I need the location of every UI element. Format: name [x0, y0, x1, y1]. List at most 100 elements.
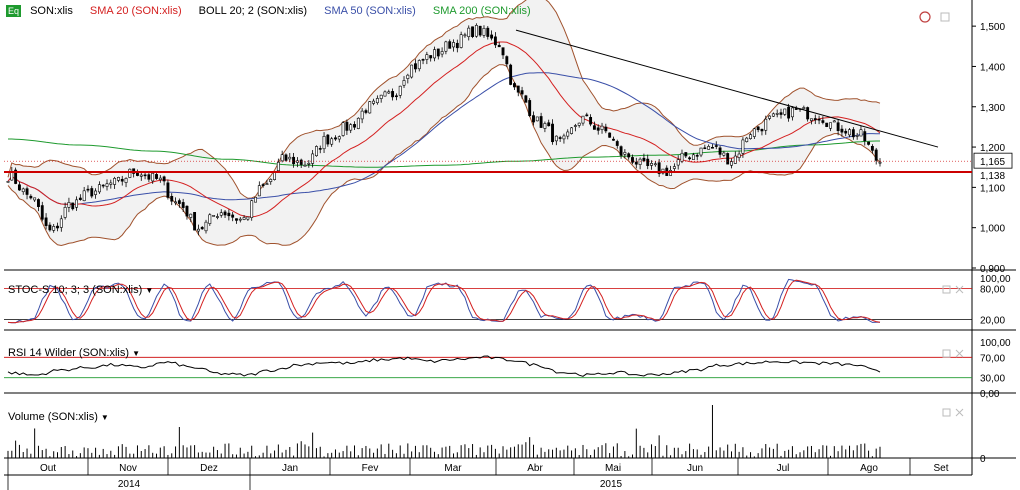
main-legend: Eq SON:xlis SMA 20 (SON:xlis) BOLL 20; 2… [6, 5, 531, 18]
candle-body [566, 131, 570, 137]
candle-body [585, 114, 589, 117]
month-label: Mai [605, 463, 621, 474]
candle-body [562, 135, 566, 140]
candle-body [813, 118, 817, 121]
candle-body [604, 126, 608, 132]
legend-sma50[interactable]: SMA 50 (SON:xlis) [324, 5, 416, 17]
candle-body [200, 227, 204, 230]
candle-body [779, 112, 783, 115]
volume-legend[interactable]: Volume (SON:xlis) ▼ [8, 411, 109, 423]
candle-body [25, 188, 29, 195]
candle-body [695, 154, 699, 157]
candle-body [299, 159, 303, 165]
candle-body [40, 205, 44, 220]
y-tick-label: 1,500 [980, 22, 1005, 33]
rsi-legend[interactable]: RSI 14 Wilder (SON:xlis) ▼ [8, 347, 140, 359]
candle-body [528, 100, 532, 116]
y-tick-label: 1,200 [980, 143, 1005, 154]
candle-body [482, 28, 486, 36]
candle-body [787, 106, 791, 119]
candle-body [101, 184, 105, 187]
candle-body [265, 183, 269, 185]
month-label: Out [40, 463, 56, 474]
candle-body [810, 118, 813, 121]
candle-body [235, 218, 238, 221]
candle-body [699, 147, 703, 156]
candle-body [524, 95, 528, 103]
candle-body [196, 228, 200, 232]
candle-body [558, 137, 562, 139]
candle-body [581, 115, 585, 124]
candle-body [532, 115, 535, 123]
dropdown-arrow-icon[interactable]: ▼ [132, 349, 141, 358]
candle-body [37, 199, 40, 207]
candle-body [745, 137, 749, 143]
candle-body [608, 132, 612, 138]
bollinger-lower-line [7, 64, 881, 247]
bollinger-upper-line [7, 0, 881, 199]
candle-body [429, 55, 433, 59]
candle-body [391, 91, 395, 98]
candle-body [547, 122, 551, 127]
candle-body [718, 147, 722, 155]
rsi-tick-label: 100,00 [980, 338, 1011, 349]
candle-body [177, 200, 181, 204]
year-label: 2015 [600, 479, 623, 490]
candle-body [634, 161, 638, 165]
legend-sma200[interactable]: SMA 200 (SON:xlis) [432, 5, 531, 17]
candle-body [94, 190, 98, 195]
candle-body [238, 218, 242, 221]
candle-body [783, 108, 787, 115]
maximize-icon [942, 349, 951, 358]
candle-body [14, 169, 18, 184]
sma200-line [8, 138, 880, 168]
candle-body [733, 155, 737, 164]
candle-body [848, 129, 851, 136]
dropdown-arrow-icon[interactable]: ▼ [100, 413, 109, 422]
candle-body [436, 48, 440, 57]
candle-body [284, 154, 288, 161]
candle-body [349, 124, 353, 131]
legend-sma20[interactable]: SMA 20 (SON:xlis) [89, 5, 182, 17]
last-price-label: 1,165 [980, 157, 1005, 168]
last-price-box [973, 152, 1013, 169]
candle-body [75, 199, 78, 208]
candle-body [158, 177, 162, 181]
candle-body [589, 116, 593, 125]
candle-body [691, 154, 695, 160]
candle-body [334, 137, 337, 140]
candle-body [619, 146, 623, 156]
month-label: Nov [119, 463, 137, 474]
y-tick-label: 1,000 [980, 224, 1005, 235]
candle-body [368, 101, 372, 114]
rsi-tick-label: 70,00 [980, 353, 1005, 364]
candle-body [337, 136, 341, 140]
candle-body [817, 118, 821, 121]
candle-body [749, 134, 752, 139]
candle-body [379, 94, 383, 99]
stoch-legend[interactable]: STOC-S 10; 3; 3 (SON:xlis) ▼ [8, 284, 153, 296]
sma50-line [7, 72, 880, 205]
candle-body [433, 49, 436, 59]
candle-body [97, 184, 101, 193]
candle-body [680, 152, 684, 162]
candle-body [257, 185, 261, 197]
dropdown-arrow-icon[interactable]: ▼ [145, 286, 154, 295]
legend-boll[interactable]: BOLL 20; 2 (SON:xlis) [198, 5, 308, 17]
month-label: Abr [527, 463, 543, 474]
maximize-icon [942, 285, 951, 294]
legend-price[interactable]: SON:xlis [30, 5, 73, 17]
candle-body [402, 80, 406, 86]
candle-body [676, 159, 680, 166]
candle-body [387, 91, 391, 94]
candle-body [208, 214, 212, 224]
candle-body [162, 176, 166, 182]
candle-body [653, 163, 657, 166]
candle-body [78, 197, 82, 200]
candle-body [414, 63, 417, 70]
candle-body [269, 179, 273, 182]
candle-body [406, 74, 410, 79]
candle-body [124, 178, 128, 183]
candle-body [452, 42, 455, 48]
candle-body [448, 41, 452, 49]
